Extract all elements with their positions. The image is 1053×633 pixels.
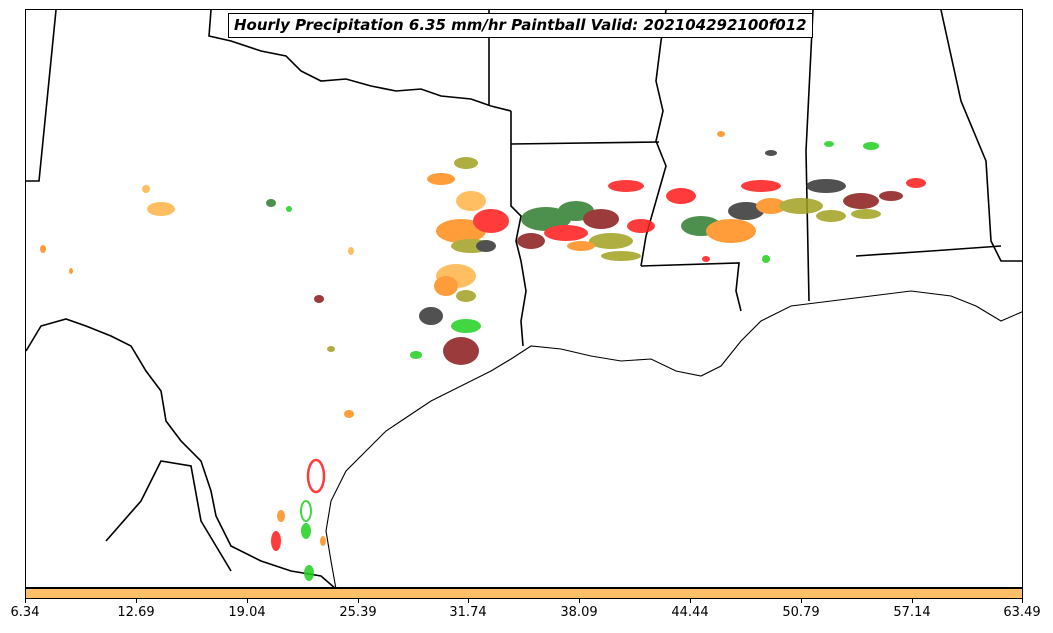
state-borders bbox=[26, 10, 1022, 587]
map-panel bbox=[25, 9, 1023, 588]
colorbar-tick bbox=[801, 599, 802, 603]
rio-grande-border bbox=[26, 318, 335, 587]
colorbar-tick-label: 12.69 bbox=[117, 605, 155, 620]
colorbar-tick-label: 6.34 bbox=[10, 605, 40, 620]
colorbar-tick bbox=[25, 599, 26, 603]
tx-la-border bbox=[510, 111, 527, 347]
mexico-state-line bbox=[105, 460, 232, 572]
ar-la-border bbox=[510, 141, 660, 145]
colorbar-tick bbox=[1022, 599, 1023, 603]
colorbar-tick-label: 50.79 bbox=[782, 605, 820, 620]
colorbar-tick bbox=[912, 599, 913, 603]
map-title: Hourly Precipitation 6.35 mm/hr Paintbal… bbox=[228, 13, 813, 38]
colorbar bbox=[25, 588, 1023, 599]
coastline-path bbox=[325, 290, 1022, 587]
ms-al-border bbox=[805, 10, 814, 302]
colorbar-tick-label: 63.49 bbox=[1003, 605, 1041, 620]
al-ga-border bbox=[940, 10, 1022, 262]
colorbar-tick bbox=[468, 599, 469, 603]
map-canvas bbox=[26, 10, 1022, 587]
colorbar-tick-label: 38.09 bbox=[560, 605, 598, 620]
colorbar-tick bbox=[690, 599, 691, 603]
colorbar-tick bbox=[358, 599, 359, 603]
colorbar-tick bbox=[247, 599, 248, 603]
colorbar-tick bbox=[579, 599, 580, 603]
colorbar-tick-label: 25.39 bbox=[339, 605, 377, 620]
red-river-border bbox=[208, 10, 512, 112]
colorbar-tick-label: 31.74 bbox=[449, 605, 487, 620]
colorbar-tick-label: 19.04 bbox=[228, 605, 266, 620]
colorbar-tick-label: 57.14 bbox=[893, 605, 931, 620]
colorbar-tick-label: 44.44 bbox=[671, 605, 709, 620]
ms-la-border bbox=[640, 262, 742, 312]
precip-cells bbox=[40, 131, 926, 581]
nm-tx-border bbox=[26, 10, 57, 182]
colorbar-tick-labels: 6.34 12.69 19.04 25.39 31.74 38.09 44.44… bbox=[0, 605, 1053, 625]
colorbar-tick bbox=[136, 599, 137, 603]
gulf-coastline bbox=[325, 290, 1022, 587]
al-fl-border bbox=[855, 245, 1002, 257]
